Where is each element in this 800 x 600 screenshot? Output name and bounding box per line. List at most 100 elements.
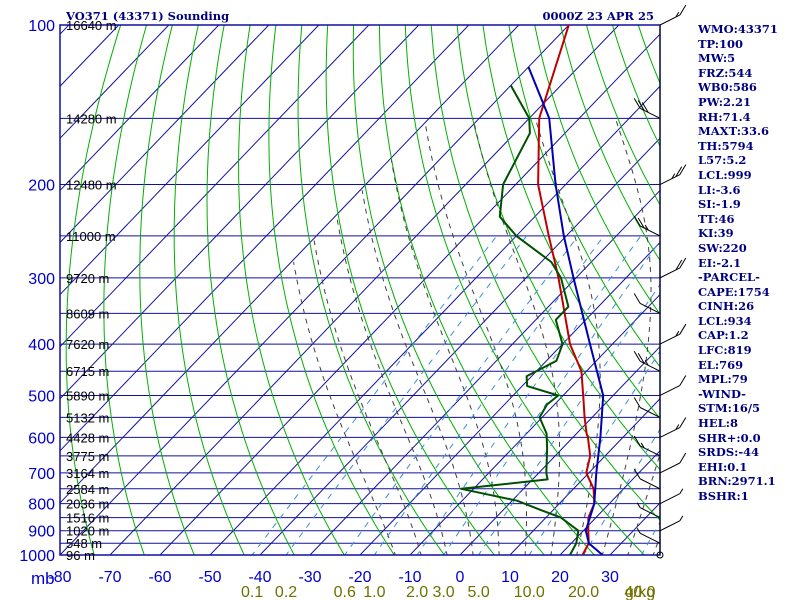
- moist-adiabat-line: [472, 118, 561, 555]
- index-item: SRDS:-44: [698, 445, 760, 460]
- height-label: 96 m: [66, 548, 95, 563]
- pressure-tick-label: 700: [28, 466, 55, 483]
- dry-adiabat-line: [139, 25, 195, 555]
- mixing-ratio-label: 10.0: [514, 584, 545, 600]
- barb-shaft: [639, 478, 661, 490]
- moist-adiabat-line: [390, 160, 500, 555]
- index-item: STM:16/5: [698, 401, 761, 416]
- wind-barb: [633, 435, 661, 457]
- y-axis-label: mb: [31, 569, 55, 588]
- mixing-ratio-label: 0.2: [275, 584, 297, 600]
- barb-shaft: [659, 493, 681, 505]
- isotherm-grid: [0, 25, 660, 555]
- dry-adiabat-line: [65, 25, 122, 555]
- index-item: EI:-2.1: [698, 255, 742, 270]
- isotherm-line: [109, 25, 620, 555]
- pressure-tick-label: 600: [28, 430, 55, 447]
- isotherm-line: [0, 25, 19, 555]
- height-label: 1516 m: [66, 511, 109, 526]
- mixing-ratio-line: [285, 235, 527, 555]
- barb-half-flag: [636, 502, 641, 508]
- height-label: 14280 m: [66, 111, 117, 126]
- dry-adiabat-line: [534, 25, 660, 316]
- temperature-tick-label: -60: [148, 569, 171, 586]
- barb-shaft: [639, 507, 661, 519]
- barb-shaft: [639, 107, 661, 119]
- moist-adiabat-line: [425, 125, 527, 555]
- height-label: 3775 m: [66, 449, 109, 464]
- dry-adiabat-line: [404, 25, 646, 555]
- pressure-tick-label: 500: [28, 388, 55, 405]
- index-item: EL:769: [698, 357, 744, 372]
- wind-barb: [633, 351, 661, 372]
- temperature-tick-label: 0: [456, 569, 465, 586]
- index-item: CINH:26: [698, 299, 755, 314]
- mixing-ratio-line: [373, 235, 605, 555]
- isotherm-line: [60, 25, 220, 192]
- index-item: FRZ:544: [698, 65, 753, 80]
- index-item: SHR+:0.0: [698, 430, 761, 445]
- index-item: CAP:1.2: [698, 328, 749, 343]
- temperature-tick-label: 20: [551, 569, 569, 586]
- barb-flag: [679, 323, 687, 335]
- temperature-tick-label: -50: [198, 569, 221, 586]
- dry-adiabat-line: [238, 25, 345, 555]
- barb-flag: [675, 259, 683, 271]
- stability-index-list: WMO:43371 TP:100 MW:5 FRZ:544 WB0:586 PW:2.21…: [698, 22, 798, 504]
- barb-half-flag: [636, 528, 641, 534]
- barb-half-flag: [640, 442, 645, 449]
- barb-shaft: [639, 407, 661, 418]
- pressure-tick-label: 300: [28, 271, 55, 288]
- height-label: 2584 m: [66, 482, 109, 497]
- wind-barb: [656, 551, 664, 559]
- temperature-tick-label: -70: [98, 569, 121, 586]
- dry-adiabats: [65, 25, 660, 555]
- height-label: 3164 m: [66, 466, 109, 481]
- isotherm-line: [60, 25, 170, 140]
- wind-barb: [633, 293, 661, 314]
- mixing-ratio-labels: 0.1 0.2 0.6 1.0 2.0 3.0 5.0 10.0 20.0 40.0g/kg: [241, 584, 656, 600]
- chart-title: VO371 (43371) Sounding: [65, 9, 229, 23]
- moist-adiabats: [293, 118, 660, 555]
- isotherm-line: [60, 25, 270, 244]
- mixing-ratio-label: g/kg: [625, 584, 655, 600]
- barb-flag: [633, 397, 641, 408]
- index-item: -WIND-: [698, 386, 746, 401]
- index-item: BSHR:1: [698, 489, 749, 503]
- barb-flag: [679, 257, 687, 269]
- index-item: SW:220: [698, 240, 747, 255]
- temperature-tick-labels: -80 -70 -60 -50 -40 -30 -20 -10 0 10 20 30: [48, 569, 619, 586]
- wind-barb: [659, 257, 687, 279]
- barb-flag: [633, 293, 641, 304]
- pressure-tick-labels: 100 200 300 400 500 600 700 800 900 1000: [19, 18, 55, 565]
- isotherm-line: [60, 25, 520, 504]
- dewpoint-profile-line: [460, 84, 580, 555]
- temperature-tick-label: -20: [348, 569, 371, 586]
- valid-time: 0000Z 23 APR 25: [542, 9, 654, 23]
- mixing-ratio-label: 5.0: [467, 584, 489, 600]
- dry-adiabat-line: [297, 25, 445, 555]
- mixing-ratio-lines: [251, 235, 660, 555]
- wind-barb: [659, 323, 687, 345]
- isotherm-line: [409, 293, 660, 555]
- mixing-ratio-line: [528, 350, 660, 555]
- barb-flag: [641, 102, 649, 113]
- isobar-grid: [60, 24, 660, 556]
- wind-barb: [633, 468, 661, 490]
- pressure-tick-label: 200: [28, 178, 55, 195]
- pressure-tick-label: 100: [28, 18, 55, 35]
- isotherm-line: [359, 241, 660, 555]
- wind-barb: [659, 452, 687, 474]
- index-item: EHI:0.1: [698, 459, 748, 474]
- calm-circle: [656, 551, 664, 559]
- height-label: 12480 m: [66, 178, 117, 193]
- mixing-ratio-line: [583, 428, 660, 555]
- dry-adiabat-line: [173, 25, 245, 555]
- wind-barb-column: [633, 4, 687, 559]
- parcel-profile-line: [527, 66, 605, 555]
- height-label: 6715 m: [66, 364, 109, 379]
- height-label: 4428 m: [66, 430, 109, 445]
- barb-half-flag: [675, 330, 680, 337]
- wind-barb: [659, 164, 687, 185]
- barb-flag: [679, 452, 687, 464]
